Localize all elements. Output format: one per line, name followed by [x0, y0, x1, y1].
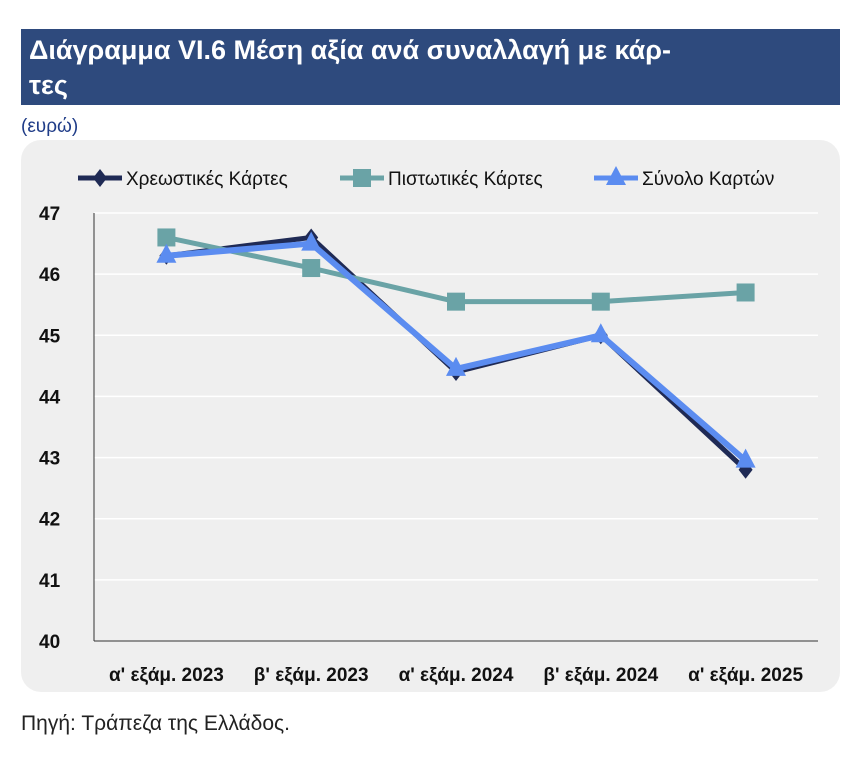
x-tick-label: β' εξάμ. 2024 [543, 665, 658, 686]
legend-label-3: Σύνολο Καρτών [642, 169, 774, 190]
chart-title-text: Διάγραμμα VI.6 Μέση αξία ανά συναλλαγή μ… [29, 35, 671, 100]
legend-marker-3 [606, 166, 626, 185]
line-chart: 40 41 42 43 44 45 46 47 α' εξάμ. 2023 β' εξάμ. 20… [39, 166, 818, 686]
y-tick-label: 43 [39, 449, 60, 470]
y-tick-label: 45 [39, 326, 61, 347]
legend-marker-1 [93, 169, 107, 187]
legend-label-1: Χρεωστικές Κάρτες [126, 169, 288, 190]
x-tick-label: α' εξάμ. 2023 [109, 665, 224, 686]
data-point-series-3 [446, 356, 466, 376]
data-point-series-2 [302, 259, 321, 278]
chart-area: 40 41 42 43 44 45 46 47 α' εξάμ. 2023 β' εξάμ. 20… [21, 140, 840, 692]
data-point-series-2 [157, 228, 176, 247]
data-point-series-3 [590, 323, 611, 343]
data-point-series-3 [735, 448, 756, 468]
source-note: Πηγή: Τράπεζα της Ελλάδος. [21, 712, 290, 735]
y-tick-label: 47 [39, 204, 60, 225]
series-line-3 [166, 240, 748, 463]
data-point-series-3 [156, 243, 177, 263]
chart-title: Διάγραμμα VI.6 Μέση αξία ανά συναλλαγή μ… [21, 29, 840, 105]
x-tick-label: α' εξάμ. 2024 [399, 665, 514, 686]
y-tick-label: 40 [39, 632, 60, 653]
y-tick-label: 44 [39, 387, 61, 408]
x-tick-label: α' εξάμ. 2025 [688, 665, 803, 686]
unit-label: (ευρώ) [21, 116, 79, 137]
data-point-series-3 [301, 231, 322, 251]
data-point-series-2 [736, 283, 755, 302]
legend-label-2: Πιστωτικές Κάρτες [388, 169, 543, 190]
data-point-series-2 [591, 292, 610, 311]
series-line-1 [166, 234, 748, 472]
x-tick-label: β' εξάμ. 2023 [254, 665, 369, 686]
y-tick-label: 46 [39, 265, 60, 286]
data-point-series-2 [447, 292, 465, 311]
y-tick-label: 41 [39, 571, 61, 592]
y-tick-label: 42 [39, 510, 60, 531]
legend-marker-2 [353, 169, 371, 187]
